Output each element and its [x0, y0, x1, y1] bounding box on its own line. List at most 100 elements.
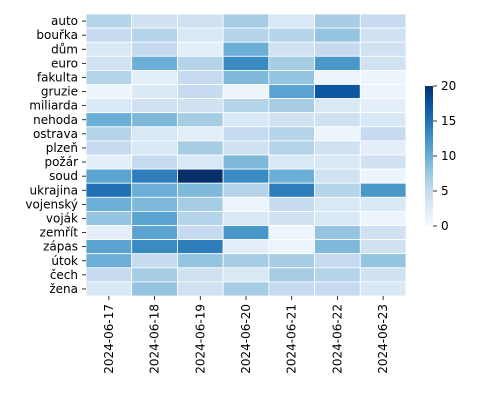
y-tick-label-miliarda: miliarda — [29, 99, 78, 113]
heatmap-cell-vojak-2024-06-23 — [359, 210, 407, 226]
heatmap-cell-miliarda-2024-06-18 — [131, 98, 178, 114]
heatmap-cell-vojensky-2024-06-22 — [314, 196, 361, 212]
heatmap-cell-zapas-2024-06-19 — [177, 239, 224, 255]
heatmap-cell-euro-2024-06-21 — [268, 55, 315, 71]
heatmap-cell-plzen-2024-06-21 — [268, 140, 315, 156]
heatmap-cell-plzen-2024-06-20 — [222, 140, 270, 156]
heatmap-cell-auto-2024-06-21 — [268, 13, 315, 29]
heatmap-cell-miliarda-2024-06-21 — [268, 98, 315, 114]
heatmap-cell-zapas-2024-06-22 — [314, 239, 361, 255]
heatmap-cell-euro-2024-06-23 — [359, 55, 407, 71]
heatmap-cell-dum-2024-06-19 — [177, 41, 224, 57]
heatmap-cell-soud-2024-06-23 — [359, 168, 407, 184]
heatmap-cell-pozar-2024-06-22 — [314, 154, 361, 170]
heatmap-cell-cech-2024-06-20 — [222, 267, 270, 283]
heatmap-cell-fakulta-2024-06-23 — [359, 70, 407, 85]
heatmap-cell-utok-2024-06-22 — [314, 253, 361, 269]
heatmap-cell-plzen-2024-06-18 — [131, 140, 178, 156]
heatmap-cell-cech-2024-06-23 — [359, 267, 407, 283]
heatmap-cell-cech-2024-06-22 — [314, 267, 361, 283]
heatmap-cell-zemrit-2024-06-23 — [359, 225, 407, 241]
heatmap-cell-vojensky-2024-06-21 — [268, 196, 315, 212]
heatmap-cell-pozar-2024-06-18 — [131, 154, 178, 170]
y-tick-label-dum: dům — [51, 42, 78, 56]
heatmap-cell-ostrava-2024-06-23 — [359, 126, 407, 142]
heatmap-cell-ostrava-2024-06-17 — [85, 126, 133, 142]
heatmap-cell-utok-2024-06-23 — [359, 253, 407, 269]
heatmap-cell-ukrajina-2024-06-19 — [177, 182, 224, 198]
heatmap-cell-zapas-2024-06-20 — [222, 239, 270, 255]
heatmap-cell-vojak-2024-06-21 — [268, 210, 315, 226]
heatmap-cell-fakulta-2024-06-19 — [177, 70, 224, 85]
heatmap-cell-nehoda-2024-06-17 — [85, 112, 133, 128]
heatmap-cell-vojak-2024-06-17 — [85, 210, 133, 226]
colorbar: 0 5 10 15 20 — [425, 79, 456, 233]
x-axis-labels: 2024-06-17 2024-06-18 2024-06-19 2024-06-20… — [102, 296, 390, 374]
heatmap-cell-plzen-2024-06-19 — [177, 140, 224, 156]
heatmap-cell-vojensky-2024-06-18 — [131, 196, 178, 212]
heatmap-cell-nehoda-2024-06-20 — [222, 112, 270, 128]
heatmap-cell-cech-2024-06-19 — [177, 267, 224, 283]
heatmap-cell-fakulta-2024-06-20 — [222, 70, 270, 85]
y-tick-label-zena: žena — [49, 282, 78, 296]
heatmap-cell-zena-2024-06-22 — [314, 281, 361, 297]
heatmap-cell-gruzie-2024-06-23 — [359, 84, 407, 100]
x-tick-label-2024-06-23: 2024-06-23 — [376, 304, 390, 374]
heatmap-cell-ukrajina-2024-06-18 — [131, 182, 178, 198]
heatmap-cell-fakulta-2024-06-18 — [131, 70, 178, 85]
heatmap-cell-auto-2024-06-19 — [177, 13, 224, 29]
heatmap-cell-euro-2024-06-17 — [85, 55, 133, 71]
colorbar-tick-label-20: 20 — [441, 79, 456, 93]
heatmap-cell-zemrit-2024-06-19 — [177, 225, 224, 241]
heatmap-cell-pozar-2024-06-17 — [85, 154, 133, 170]
heatmap-cell-dum-2024-06-23 — [359, 41, 407, 57]
heatmap-cell-miliarda-2024-06-19 — [177, 98, 224, 114]
heatmap-cell-cech-2024-06-17 — [85, 267, 133, 283]
y-tick-label-fakulta: fakulta — [37, 70, 78, 84]
colorbar-tick-label-10: 10 — [441, 149, 456, 163]
heatmap-cell-bourka-2024-06-23 — [359, 27, 407, 43]
heatmap-cell-fakulta-2024-06-22 — [314, 70, 361, 85]
heatmap-cell-ostrava-2024-06-19 — [177, 126, 224, 142]
heatmap-cell-soud-2024-06-21 — [268, 168, 315, 184]
y-tick-label-utok: útok — [51, 254, 78, 268]
heatmap-cell-gruzie-2024-06-18 — [131, 84, 178, 100]
heatmap-cell-euro-2024-06-22 — [314, 55, 361, 71]
heatmap-cell-vojak-2024-06-22 — [314, 210, 361, 226]
heatmap-cell-euro-2024-06-18 — [131, 55, 178, 71]
heatmap-cell-zapas-2024-06-18 — [131, 239, 178, 255]
colorbar-tick-label-5: 5 — [441, 184, 449, 198]
heatmap-cell-utok-2024-06-20 — [222, 253, 270, 269]
heatmap-cell-euro-2024-06-19 — [177, 55, 224, 71]
heatmap-cell-miliarda-2024-06-20 — [222, 98, 270, 114]
heatmap-cell-ukrajina-2024-06-23 — [359, 182, 407, 198]
heatmap-cell-bourka-2024-06-22 — [314, 27, 361, 43]
y-tick-label-ukrajina: ukrajina — [30, 183, 78, 197]
heatmap-cell-zemrit-2024-06-21 — [268, 225, 315, 241]
heatmap-cell-pozar-2024-06-21 — [268, 154, 315, 170]
heatmap-cell-plzen-2024-06-22 — [314, 140, 361, 156]
heatmap-cell-fakulta-2024-06-21 — [268, 70, 315, 85]
heatmap-cell-vojensky-2024-06-23 — [359, 196, 407, 212]
heatmap-cell-zena-2024-06-19 — [177, 281, 224, 297]
heatmap-cell-dum-2024-06-18 — [131, 41, 178, 57]
heatmap-cell-utok-2024-06-19 — [177, 253, 224, 269]
heatmap-cell-soud-2024-06-20 — [222, 168, 270, 184]
heatmap-cell-zemrit-2024-06-20 — [222, 225, 270, 241]
y-tick-label-soud: soud — [49, 169, 78, 183]
heatmap-cell-cech-2024-06-21 — [268, 267, 315, 283]
y-tick-label-cech: čech — [50, 268, 78, 282]
heatmap-cell-zemrit-2024-06-17 — [85, 225, 133, 241]
x-tick-label-2024-06-19: 2024-06-19 — [193, 304, 207, 374]
heatmap-cell-nehoda-2024-06-18 — [131, 112, 178, 128]
y-tick-label-gruzie: gruzie — [41, 85, 78, 99]
heatmap-cell-soud-2024-06-18 — [131, 168, 178, 184]
heatmap-cell-nehoda-2024-06-22 — [314, 112, 361, 128]
y-tick-label-bourka: bouřka — [36, 28, 78, 42]
heatmap-cell-zemrit-2024-06-22 — [314, 225, 361, 241]
y-tick-label-pozar: požár — [44, 155, 78, 169]
heatmap-cell-nehoda-2024-06-23 — [359, 112, 407, 128]
y-tick-label-plzen: plzeň — [46, 141, 78, 155]
heatmap-cell-zena-2024-06-23 — [359, 281, 407, 297]
